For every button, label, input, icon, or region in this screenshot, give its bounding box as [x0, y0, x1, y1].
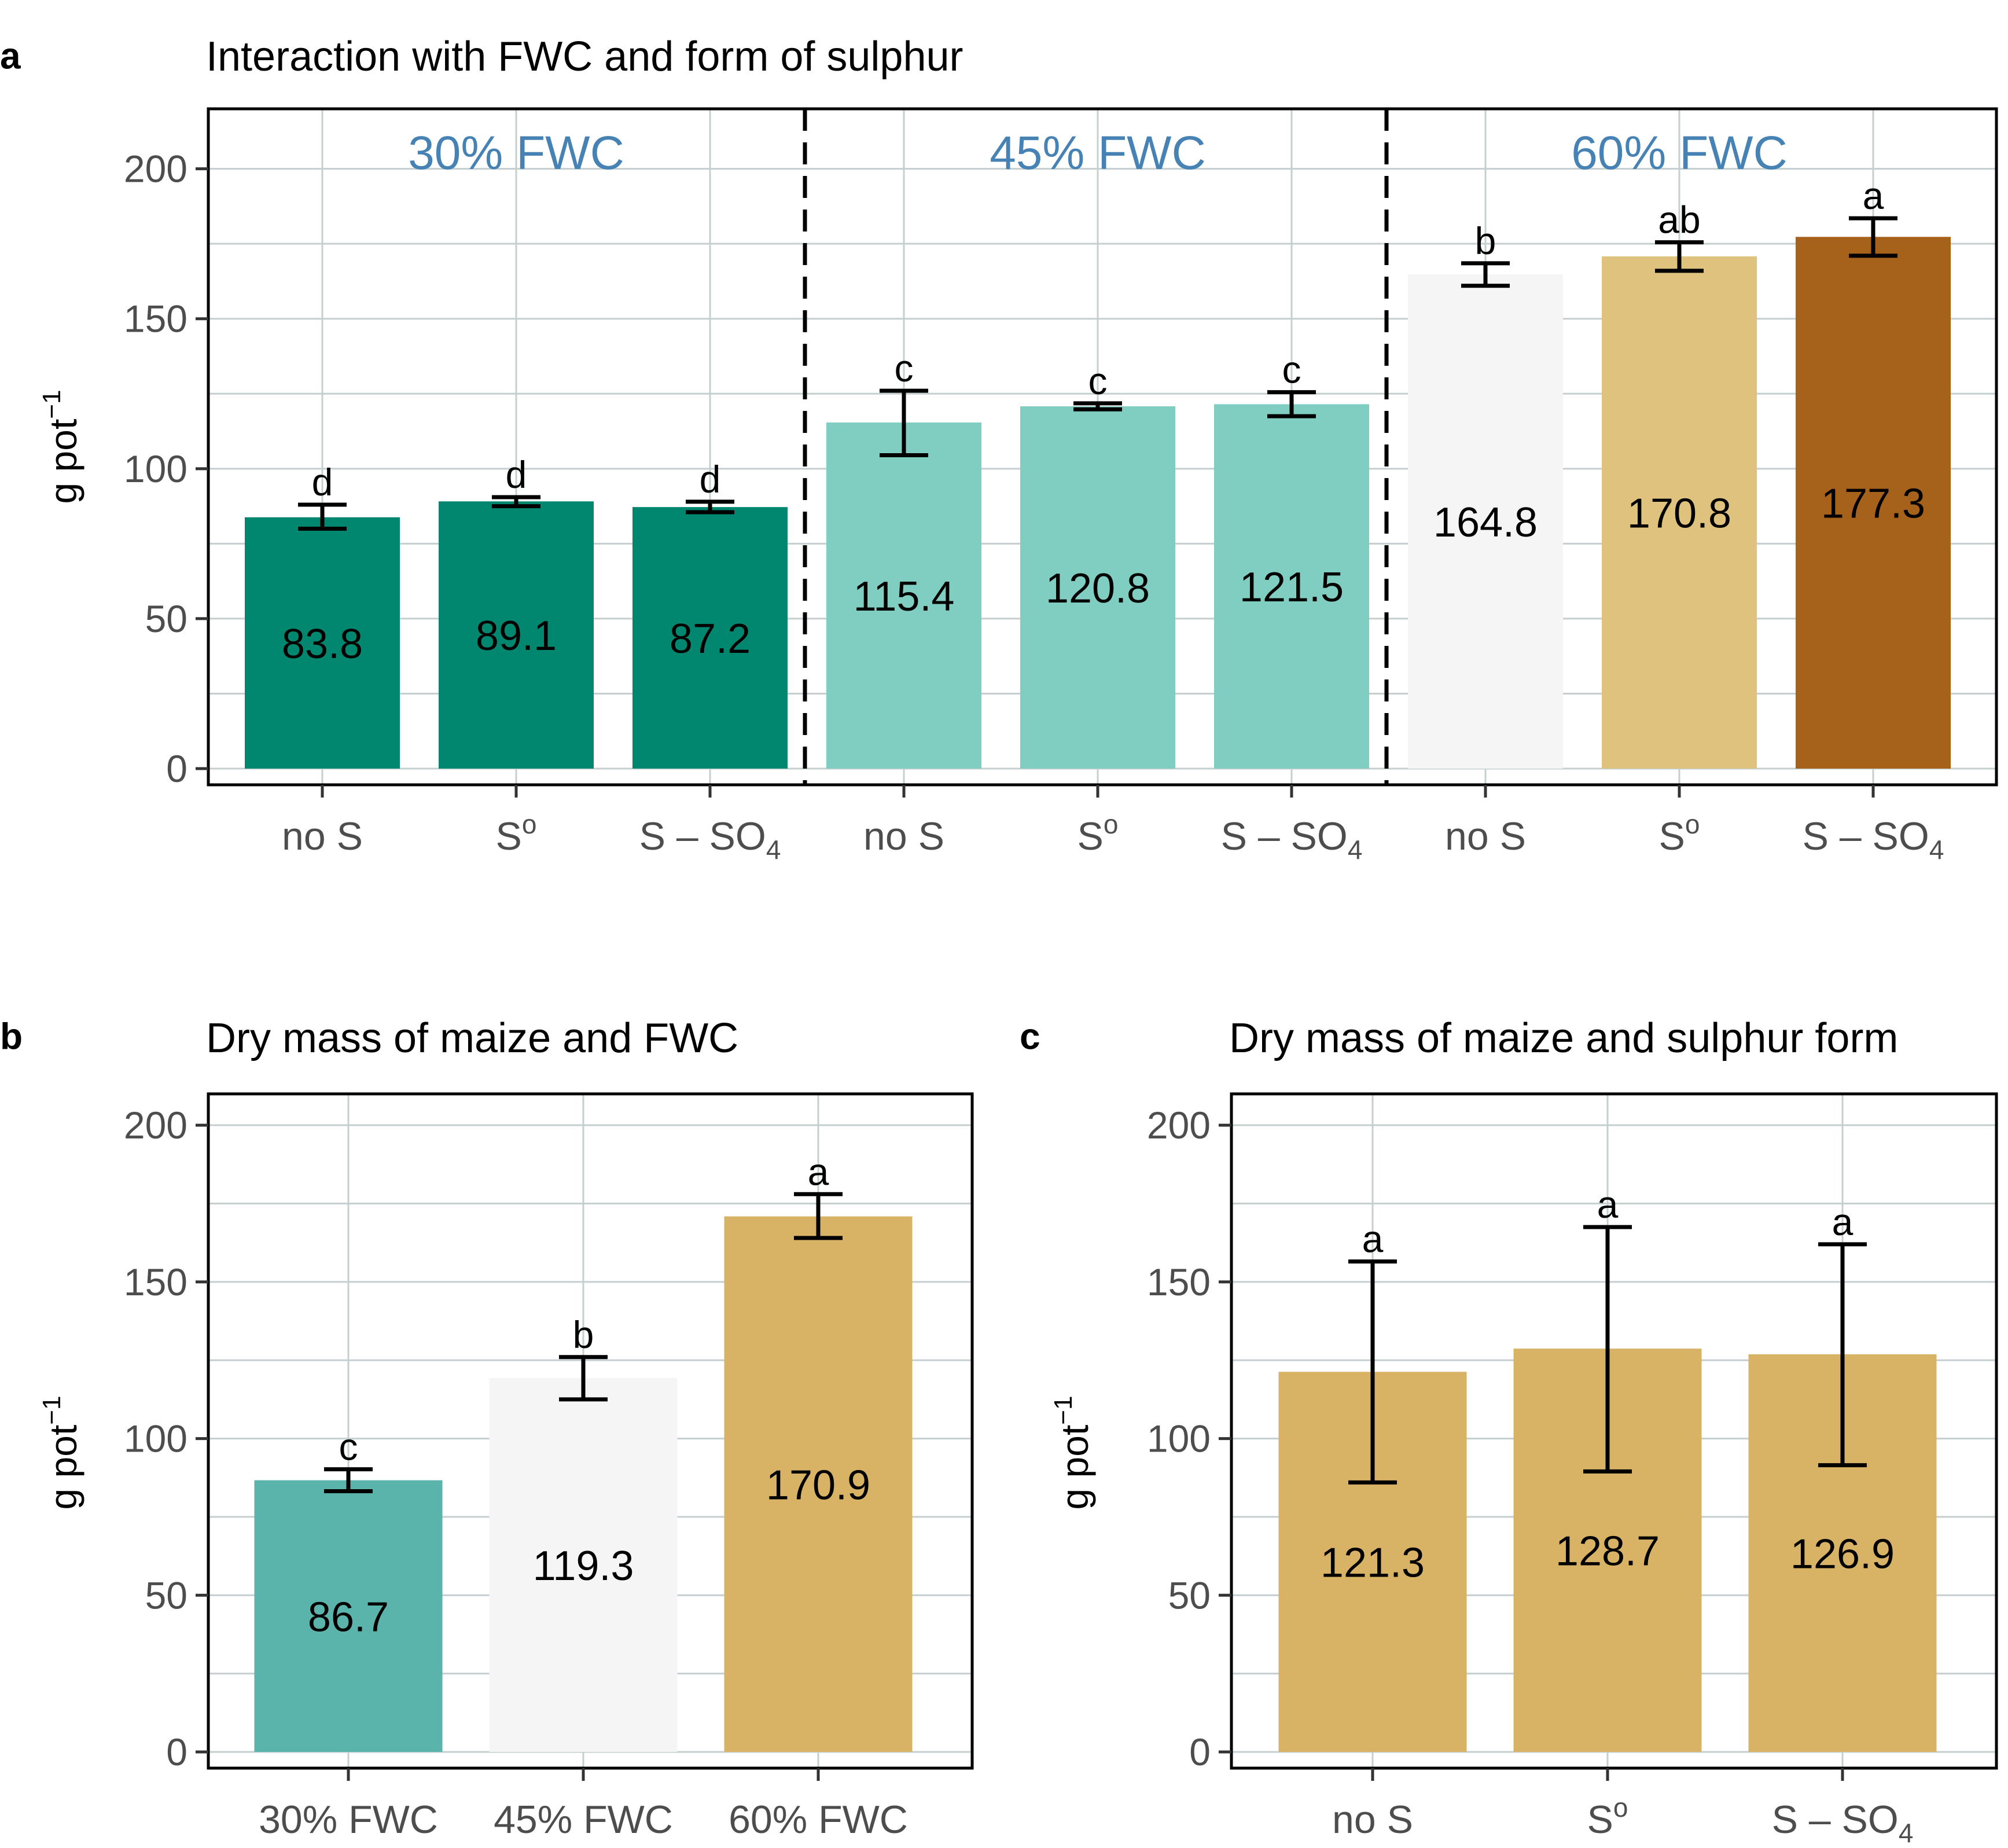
panel-letter: c: [1020, 1015, 1040, 1057]
y-tick-label: 50: [145, 1574, 187, 1616]
panel-letter: b: [0, 1015, 23, 1057]
x-tick-label: no S: [863, 814, 944, 858]
x-tick-label: S – SO4: [1803, 814, 1944, 865]
x-tick-label: 45% FWC: [494, 1798, 673, 1842]
group-label: 45% FWC: [990, 127, 1206, 179]
value-label: 115.4: [854, 574, 955, 620]
y-tick-label: 50: [145, 597, 187, 640]
x-tick-label: no S: [1445, 814, 1526, 858]
significance-letter: a: [1832, 1200, 1853, 1243]
group-label: 30% FWC: [408, 127, 624, 179]
x-tick-label: S – SO4: [1772, 1798, 1914, 1848]
panel-letter: a: [0, 35, 21, 76]
plot-frame: [207, 107, 1998, 787]
value-label: 170.8: [1627, 490, 1731, 537]
bar: [826, 422, 981, 769]
y-tick-label: 0: [1189, 1731, 1211, 1773]
group-label: 60% FWC: [1571, 127, 1788, 179]
value-label: 87.2: [670, 616, 751, 662]
y-tick-label: 150: [1147, 1261, 1211, 1303]
bar: [632, 507, 788, 769]
y-axis-label: g pot−1: [1049, 1396, 1096, 1510]
bar: [1602, 256, 1757, 769]
bar: [254, 1480, 443, 1752]
x-tick-label: S – SO4: [1221, 814, 1363, 865]
x-tick-label: So: [1659, 809, 1700, 858]
y-tick-label: 100: [1147, 1417, 1211, 1460]
panel-a-chart: a Interaction with FWC and form of sulphu…: [0, 34, 1998, 865]
significance-letter: c: [1282, 348, 1301, 391]
chart-title: Dry mass of maize and FWC: [206, 1015, 738, 1061]
bar: [245, 517, 400, 769]
value-label: 121.3: [1321, 1540, 1425, 1586]
panel-b-chart: b Dry mass of maize and FWC c 86.7 b 119.3 a 17…: [0, 1015, 974, 1842]
value-label: 83.8: [282, 621, 363, 667]
bar: [439, 501, 594, 769]
x-tick-label: So: [1587, 1792, 1628, 1842]
value-label: 86.7: [308, 1594, 389, 1640]
bar: [1408, 274, 1563, 769]
x-tick-label: no S: [1332, 1798, 1413, 1842]
y-tick-label: 200: [124, 148, 187, 190]
significance-letter: b: [573, 1313, 594, 1356]
bar: [1214, 404, 1369, 769]
y-tick-label: 0: [166, 1731, 187, 1773]
bar: [724, 1216, 913, 1752]
value-label: 164.8: [1433, 499, 1538, 546]
plot-frame: [1230, 1092, 1998, 1770]
chart-title: Interaction with FWC and form of sulphur: [206, 34, 963, 80]
value-label: 89.1: [476, 613, 557, 659]
x-tick-label: 60% FWC: [729, 1798, 908, 1842]
x-tick-label: S – SO4: [639, 814, 781, 865]
value-label: 177.3: [1821, 481, 1925, 527]
significance-letter: c: [339, 1426, 358, 1468]
x-tick-label: no S: [282, 814, 363, 858]
bar: [1796, 237, 1951, 769]
significance-letter: c: [895, 347, 914, 390]
value-label: 119.3: [533, 1543, 634, 1589]
significance-letter: a: [808, 1150, 829, 1193]
bar: [1020, 406, 1175, 769]
y-tick-label: 0: [166, 747, 187, 790]
significance-letter: a: [1863, 174, 1884, 217]
x-tick-label: So: [496, 809, 537, 858]
x-tick-label: So: [1077, 809, 1119, 858]
y-tick-label: 150: [124, 297, 187, 340]
y-tick-label: 150: [124, 1261, 187, 1303]
y-axis-label: g pot−1: [38, 1396, 84, 1510]
value-label: 120.8: [1046, 565, 1150, 612]
x-tick-label: 30% FWC: [259, 1798, 438, 1842]
value-label: 126.9: [1790, 1531, 1895, 1577]
y-axis-label: g pot−1: [38, 390, 84, 504]
significance-letter: b: [1475, 219, 1496, 262]
significance-letter: d: [506, 453, 527, 496]
bar: [489, 1378, 678, 1752]
value-label: 121.5: [1240, 564, 1344, 611]
y-tick-label: 50: [1168, 1574, 1211, 1616]
y-tick-label: 200: [1147, 1104, 1211, 1147]
y-tick-label: 100: [124, 1417, 187, 1460]
panel-c-chart: c Dry mass of maize and sulphur form a 121.…: [1020, 1015, 1998, 1848]
significance-letter: a: [1597, 1183, 1619, 1226]
y-tick-label: 200: [124, 1104, 187, 1147]
y-tick-label: 100: [124, 447, 187, 490]
significance-letter: d: [312, 461, 333, 504]
significance-letter: c: [1088, 359, 1108, 402]
significance-letter: a: [1362, 1218, 1384, 1261]
significance-letter: ab: [1658, 199, 1700, 241]
value-label: 128.7: [1555, 1529, 1660, 1575]
plot-frame: [207, 1092, 974, 1770]
value-label: 170.9: [766, 1462, 870, 1508]
chart-title: Dry mass of maize and sulphur form: [1229, 1015, 1898, 1061]
significance-letter: d: [700, 458, 721, 501]
